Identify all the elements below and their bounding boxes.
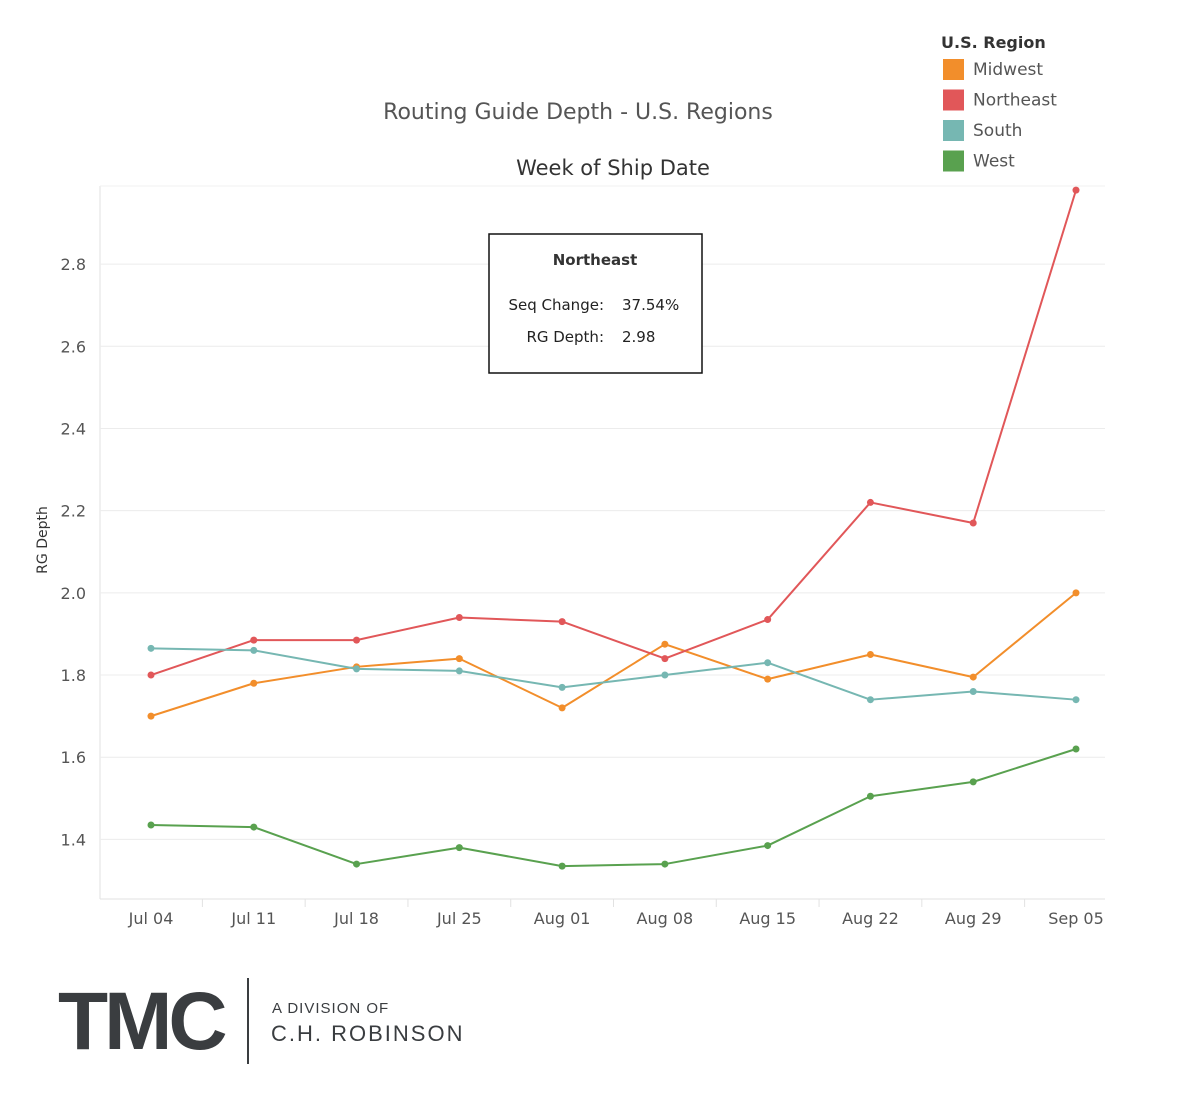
data-point-midwest[interactable] — [969, 673, 977, 681]
x-tick-label: Aug 29 — [945, 909, 1002, 928]
legend-label-midwest[interactable]: Midwest — [973, 60, 1043, 80]
data-point-west[interactable] — [661, 860, 669, 868]
x-tick-label: Aug 22 — [842, 909, 899, 928]
data-point-west[interactable] — [250, 823, 258, 831]
data-point-south[interactable] — [455, 667, 463, 675]
data-point-south[interactable] — [558, 683, 566, 691]
data-point-west[interactable] — [455, 844, 463, 852]
data-point-midwest[interactable] — [1072, 589, 1080, 597]
data-point-south[interactable] — [969, 687, 977, 695]
x-tick-label: Jul 25 — [436, 909, 482, 928]
data-point-west[interactable] — [353, 860, 361, 868]
data-point-northeast[interactable] — [147, 671, 155, 679]
data-point-west[interactable] — [1072, 745, 1080, 753]
data-point-south[interactable] — [147, 644, 155, 652]
data-point-northeast[interactable] — [764, 616, 772, 624]
series-line-midwest — [150, 592, 1077, 718]
data-point-northeast[interactable] — [250, 636, 258, 644]
y-tick-label: 1.6 — [61, 748, 86, 767]
data-point-midwest[interactable] — [866, 650, 874, 658]
y-axis-label: RG Depth — [35, 506, 51, 574]
data-point-west[interactable] — [969, 778, 977, 786]
series-line-west — [150, 748, 1077, 868]
legend-title: U.S. Region — [941, 33, 1046, 52]
x-tick-label: Aug 01 — [534, 909, 591, 928]
data-point-midwest[interactable] — [147, 712, 155, 720]
data-point-midwest[interactable] — [764, 675, 772, 683]
chart-subtitle: Week of Ship Date — [516, 156, 710, 180]
logo-main-text: TMC — [58, 976, 225, 1067]
data-point-northeast[interactable] — [661, 655, 669, 663]
x-tick-label: Aug 15 — [739, 909, 796, 928]
legend-swatch-midwest[interactable] — [943, 59, 964, 80]
data-point-south[interactable] — [250, 646, 258, 654]
y-tick-label: 2.2 — [61, 502, 86, 521]
data-point-west[interactable] — [764, 842, 772, 850]
legend-swatch-northeast[interactable] — [943, 89, 964, 111]
tmc-logo: TMC A DIVISION OF C.H. ROBINSON — [58, 976, 464, 1067]
tooltip: Northeast Seq Change: 37.54% RG Depth: 2… — [488, 233, 703, 374]
data-point-south[interactable] — [764, 659, 772, 667]
series-lines — [147, 186, 1080, 870]
x-tick-label: Jul 11 — [230, 909, 276, 928]
data-point-midwest[interactable] — [250, 679, 258, 687]
y-tick-label: 1.8 — [61, 666, 86, 685]
tooltip-box — [488, 233, 703, 374]
data-point-northeast[interactable] — [1072, 186, 1080, 194]
data-point-northeast[interactable] — [866, 498, 874, 506]
tooltip-depth-label: RG Depth: — [526, 328, 604, 346]
y-tick-label: 1.4 — [61, 830, 86, 849]
y-tick-label: 2.6 — [61, 337, 86, 356]
x-tick-labels: Jul 04 Jul 11 Jul 18 Jul 25 Aug 01 Aug 08 Aug … — [128, 899, 1104, 928]
legend: U.S. Region Midwest Northeast South West — [941, 33, 1057, 172]
legend-swatch-west[interactable] — [943, 150, 964, 172]
x-tick-label: Jul 18 — [333, 909, 379, 928]
logo-company-text: C.H. ROBINSON — [271, 1021, 464, 1046]
legend-label-west[interactable]: West — [973, 152, 1015, 172]
tooltip-title: Northeast — [553, 251, 638, 269]
chart-title: Routing Guide Depth - U.S. Regions — [383, 100, 773, 125]
tooltip-seq-value: 37.54% — [622, 296, 679, 314]
series-line-northeast — [150, 189, 1077, 676]
data-point-west[interactable] — [147, 821, 155, 829]
data-point-south[interactable] — [353, 665, 361, 673]
x-tick-label: Aug 08 — [637, 909, 694, 928]
data-point-south[interactable] — [1072, 696, 1080, 704]
data-point-midwest[interactable] — [455, 655, 463, 663]
data-point-west[interactable] — [558, 862, 566, 870]
y-tick-label: 2.8 — [61, 255, 86, 274]
tooltip-depth-value: 2.98 — [622, 328, 655, 346]
legend-swatch-south[interactable] — [943, 120, 964, 141]
data-point-northeast[interactable] — [455, 613, 463, 621]
data-point-northeast[interactable] — [969, 519, 977, 527]
series-line-south — [150, 647, 1077, 701]
data-point-south[interactable] — [866, 696, 874, 704]
legend-label-south[interactable]: South — [973, 121, 1022, 141]
grid-lines — [100, 263, 1105, 840]
y-tick-label: 2.4 — [61, 419, 86, 438]
logo-division-text: A DIVISION OF — [272, 1000, 389, 1017]
legend-label-northeast[interactable]: Northeast — [973, 91, 1057, 111]
data-point-west[interactable] — [866, 792, 874, 800]
y-tick-labels: 1.4 1.6 1.8 2.0 2.2 2.4 2.6 2.8 — [61, 255, 86, 849]
x-tick-label: Sep 05 — [1048, 909, 1104, 928]
data-point-northeast[interactable] — [353, 636, 361, 644]
data-point-northeast[interactable] — [558, 618, 566, 626]
x-tick-label: Jul 04 — [128, 909, 174, 928]
data-point-south[interactable] — [661, 671, 669, 679]
data-point-midwest[interactable] — [661, 640, 669, 648]
tooltip-seq-label: Seq Change: — [508, 296, 604, 314]
y-tick-label: 2.0 — [61, 584, 86, 603]
data-point-midwest[interactable] — [558, 704, 566, 712]
